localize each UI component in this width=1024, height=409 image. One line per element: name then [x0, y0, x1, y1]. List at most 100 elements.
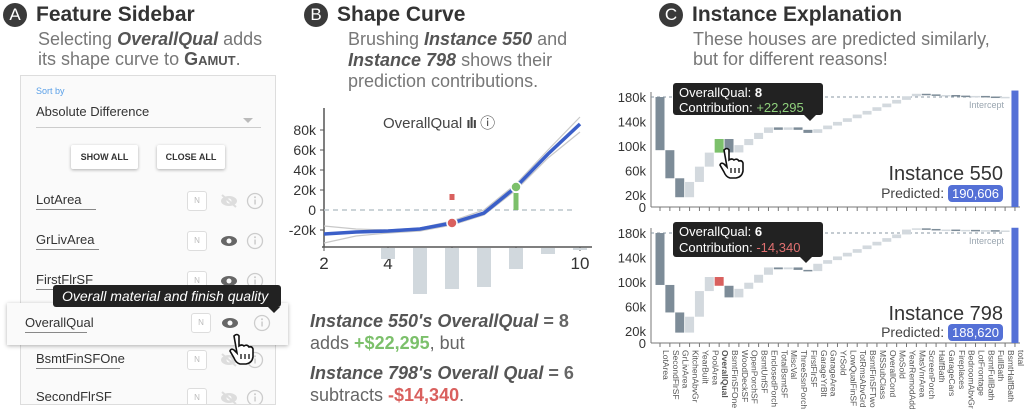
- waterfall-bar: [803, 129, 813, 133]
- histogram-icon[interactable]: ılı: [466, 115, 476, 132]
- feature-axis-label: YearBuilt: [700, 350, 710, 384]
- y-tick-label: 100k: [618, 275, 647, 290]
- selected-feature-card[interactable]: OverallQual N: [7, 303, 288, 345]
- nominal-toggle[interactable]: N: [191, 313, 211, 333]
- waterfall-bar: [734, 288, 744, 298]
- waterfall-bar: [921, 93, 931, 96]
- shape-curve-title: OverallQual ılı ⓘ: [383, 115, 496, 132]
- predicted-798: Predicted: 188,620: [881, 324, 1003, 341]
- waterfall-bar: [1000, 96, 1010, 99]
- waterfall-bar: [783, 267, 793, 270]
- waterfall-bar: [803, 269, 813, 272]
- feature-axis-label: GarageArea: [829, 350, 839, 397]
- waterfall-bar: [704, 152, 714, 167]
- panel-b-title: Shape Curve: [337, 3, 466, 26]
- waterfall-bar: [665, 150, 675, 179]
- info-icon[interactable]: [253, 314, 271, 332]
- waterfall-bar: [714, 138, 724, 153]
- y-tick-label: 0: [639, 336, 646, 351]
- feature-axis-label: Fireplaces: [957, 350, 967, 389]
- waterfall-bar: [961, 229, 971, 232]
- histogram-bar: [509, 248, 523, 269]
- waterfall-bar: [694, 166, 704, 182]
- contribution-bar: [513, 193, 519, 210]
- waterfall-bar: [951, 229, 961, 232]
- feature-axis-label: BsmtHalfBath: [1006, 350, 1016, 402]
- feature-axis-label: TotRmsAbvGrd: [858, 350, 868, 408]
- feature-axis-label: FullBath: [996, 350, 1006, 381]
- y-tick-label: -20k: [289, 222, 317, 238]
- feature-axis-label: GrLivArea: [681, 350, 691, 389]
- waterfall-bar: [734, 145, 744, 153]
- sort-label: Sort by: [36, 86, 65, 96]
- nominal-toggle[interactable]: N: [187, 388, 207, 404]
- waterfall-bar: [704, 277, 714, 292]
- waterfall-bar: [823, 125, 833, 130]
- panel-b-subtitle: Brushing Instance 550 and Instance 798 sh…: [348, 29, 568, 91]
- nominal-toggle[interactable]: N: [187, 191, 207, 211]
- histogram-bar: [573, 248, 587, 250]
- instance-798-label: Instance 798: [888, 303, 1003, 325]
- y-tick-label: 0: [308, 202, 316, 218]
- feature-axis-label: HalfBath: [937, 350, 947, 383]
- feature-label: GrLivArea: [36, 232, 95, 247]
- show-all-button[interactable]: SHOW ALL: [71, 145, 138, 169]
- waterfall-bar: [754, 274, 764, 283]
- eye-off-icon[interactable]: [220, 194, 238, 208]
- feature-axis-label: ScreenPorch: [927, 350, 937, 399]
- intercept-label: Intercept: [969, 100, 1005, 110]
- waterfall-bar: [911, 93, 921, 97]
- y-tick-label: 20k: [293, 182, 317, 198]
- eye-icon[interactable]: [220, 234, 238, 248]
- info-icon[interactable]: ⓘ: [480, 115, 496, 132]
- feature-axis-label: LotFrontage: [977, 350, 987, 396]
- instance-point: [446, 217, 458, 229]
- feature-label: LotArea: [36, 192, 82, 207]
- instance-point: [510, 181, 522, 193]
- instance-550-label: Instance 550: [888, 163, 1003, 185]
- feature-axis-label: YearRemodAdd: [908, 350, 918, 409]
- close-all-button[interactable]: CLOSE ALL: [157, 145, 225, 169]
- total-bar: [1011, 227, 1019, 343]
- waterfall-bar: [813, 263, 823, 272]
- feature-label: OverallQual: [25, 315, 94, 330]
- contribution-tooltip-798: OverallQual: 6 Contribution: -14,340: [673, 222, 823, 263]
- x-tick-label: 2: [319, 254, 328, 273]
- feature-label: BsmtFinSFOne: [36, 351, 125, 366]
- info-icon[interactable]: [246, 389, 264, 405]
- eye-off-icon[interactable]: [220, 391, 238, 405]
- waterfall-bar: [793, 267, 803, 270]
- waterfall-bar: [675, 312, 685, 333]
- nominal-toggle[interactable]: N: [187, 350, 207, 370]
- y-tick-label: 60k: [293, 142, 317, 158]
- eye-icon[interactable]: [221, 316, 239, 330]
- feature-axis-label: total: [1016, 350, 1024, 366]
- waterfall-bar: [882, 238, 892, 242]
- waterfall-bar: [823, 260, 833, 264]
- waterfall-bar: [754, 132, 764, 139]
- eye-icon[interactable]: [220, 274, 238, 288]
- waterfall-bar: [724, 285, 734, 298]
- waterfall-bar: [852, 114, 862, 119]
- contribution-bar: [449, 194, 455, 200]
- y-tick-label: 40k: [293, 162, 317, 178]
- predicted-550: Predicted: 190,606: [881, 185, 1003, 202]
- waterfall-bar: [665, 284, 675, 313]
- waterfall-bar: [862, 110, 872, 115]
- waterfall-bar: [931, 228, 941, 231]
- summary-text: Instance 550's OverallQual = 8 adds +$22…: [310, 311, 574, 405]
- info-icon[interactable]: [246, 192, 264, 210]
- sort-select[interactable]: Absolute Difference: [36, 104, 261, 128]
- caret-down-icon: [243, 118, 253, 123]
- histogram-bar: [445, 248, 459, 289]
- panel-c-badge: C: [659, 3, 683, 27]
- panel-c-title: Instance Explanation: [692, 3, 903, 26]
- waterfall-bar: [980, 95, 990, 98]
- waterfall-bar: [862, 245, 872, 250]
- feature-axis-label: YrSold: [838, 350, 848, 376]
- info-icon[interactable]: [246, 232, 264, 250]
- panel-a-subtitle: Selecting OverallQual adds its shape curv…: [38, 29, 263, 69]
- y-tick-label: 20k: [625, 324, 646, 339]
- waterfall-bar: [911, 228, 921, 230]
- nominal-toggle[interactable]: N: [187, 231, 207, 251]
